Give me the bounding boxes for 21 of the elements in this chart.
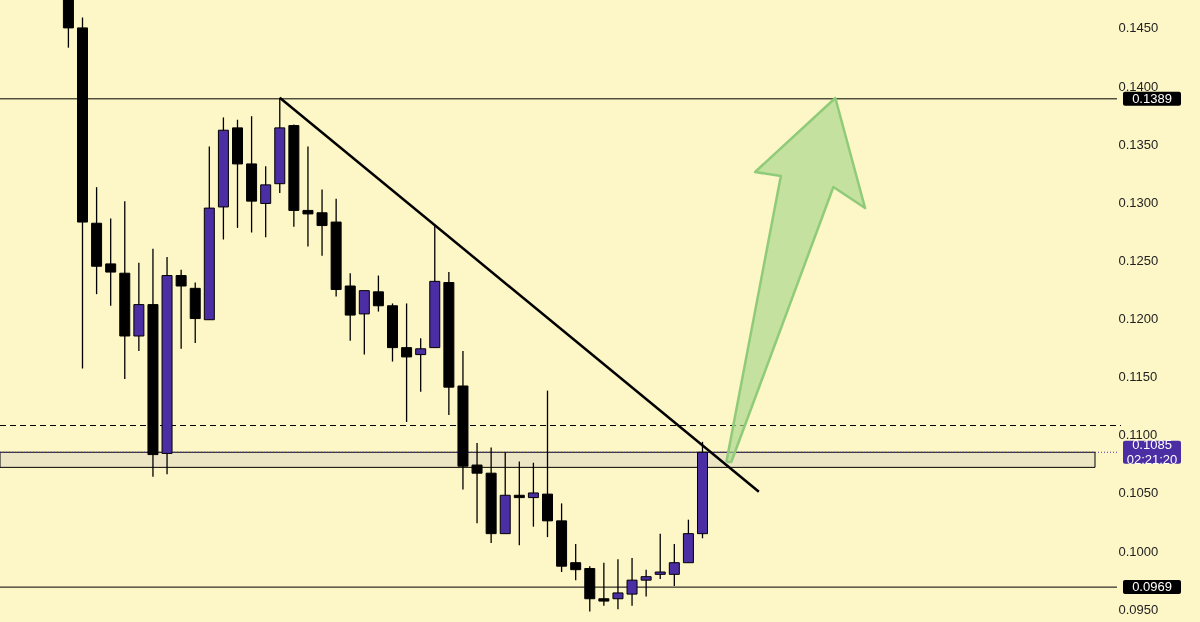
ref-line-label: 0.0969 [1132, 579, 1172, 595]
candlestick [358, 290, 370, 356]
candlestick [175, 269, 187, 350]
candlestick [415, 337, 427, 393]
candlestick [401, 302, 413, 423]
y-tick-label: 0.1050 [1118, 485, 1159, 501]
y-tick-label: 0.1350 [1118, 136, 1159, 152]
candlestick [316, 188, 328, 257]
y-tick-label: 0.1250 [1118, 252, 1159, 268]
y-tick-label: 0.1200 [1118, 311, 1159, 327]
y-tick-label: 0.1000 [1118, 543, 1159, 559]
candlestick [260, 165, 272, 238]
candlestick [105, 217, 117, 307]
candlestick [570, 543, 582, 581]
candlestick [302, 145, 314, 248]
y-tick-label: 0.1150 [1118, 369, 1158, 385]
y-tick-label: 0.1450 [1118, 20, 1159, 36]
y-tick-label: 0.0950 [1118, 601, 1159, 617]
candlestick [372, 274, 384, 313]
y-tick-label: 0.1300 [1118, 194, 1159, 210]
candlestick [654, 532, 666, 580]
